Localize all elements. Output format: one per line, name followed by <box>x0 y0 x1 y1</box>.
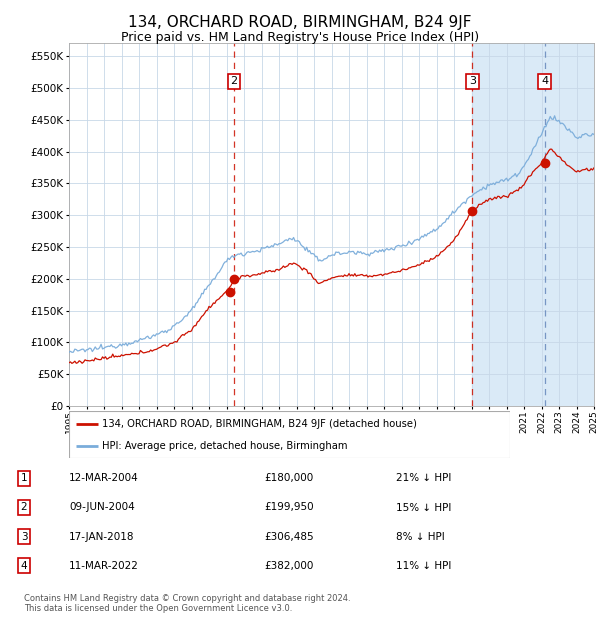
Text: 4: 4 <box>541 76 548 86</box>
Text: HPI: Average price, detached house, Birmingham: HPI: Average price, detached house, Birm… <box>102 441 347 451</box>
Text: 09-JUN-2004: 09-JUN-2004 <box>69 502 135 513</box>
Text: 134, ORCHARD ROAD, BIRMINGHAM, B24 9JF (detached house): 134, ORCHARD ROAD, BIRMINGHAM, B24 9JF (… <box>102 419 417 429</box>
Text: £199,950: £199,950 <box>264 502 314 513</box>
Text: 2: 2 <box>20 502 28 513</box>
Text: £180,000: £180,000 <box>264 473 313 484</box>
Text: 15% ↓ HPI: 15% ↓ HPI <box>396 502 451 513</box>
Text: 17-JAN-2018: 17-JAN-2018 <box>69 531 134 542</box>
Bar <box>472 43 594 406</box>
Text: 3: 3 <box>20 531 28 542</box>
Text: Contains HM Land Registry data © Crown copyright and database right 2024.
This d: Contains HM Land Registry data © Crown c… <box>24 594 350 613</box>
Text: 4: 4 <box>20 560 28 571</box>
Text: 11-MAR-2022: 11-MAR-2022 <box>69 560 139 571</box>
Text: 21% ↓ HPI: 21% ↓ HPI <box>396 473 451 484</box>
Text: £306,485: £306,485 <box>264 531 314 542</box>
Text: Price paid vs. HM Land Registry's House Price Index (HPI): Price paid vs. HM Land Registry's House … <box>121 31 479 44</box>
Text: 2: 2 <box>230 76 238 86</box>
Text: 12-MAR-2004: 12-MAR-2004 <box>69 473 139 484</box>
Text: 8% ↓ HPI: 8% ↓ HPI <box>396 531 445 542</box>
Text: 134, ORCHARD ROAD, BIRMINGHAM, B24 9JF: 134, ORCHARD ROAD, BIRMINGHAM, B24 9JF <box>128 16 472 30</box>
Text: 11% ↓ HPI: 11% ↓ HPI <box>396 560 451 571</box>
Text: 3: 3 <box>469 76 476 86</box>
Text: 1: 1 <box>20 473 28 484</box>
Text: £382,000: £382,000 <box>264 560 313 571</box>
